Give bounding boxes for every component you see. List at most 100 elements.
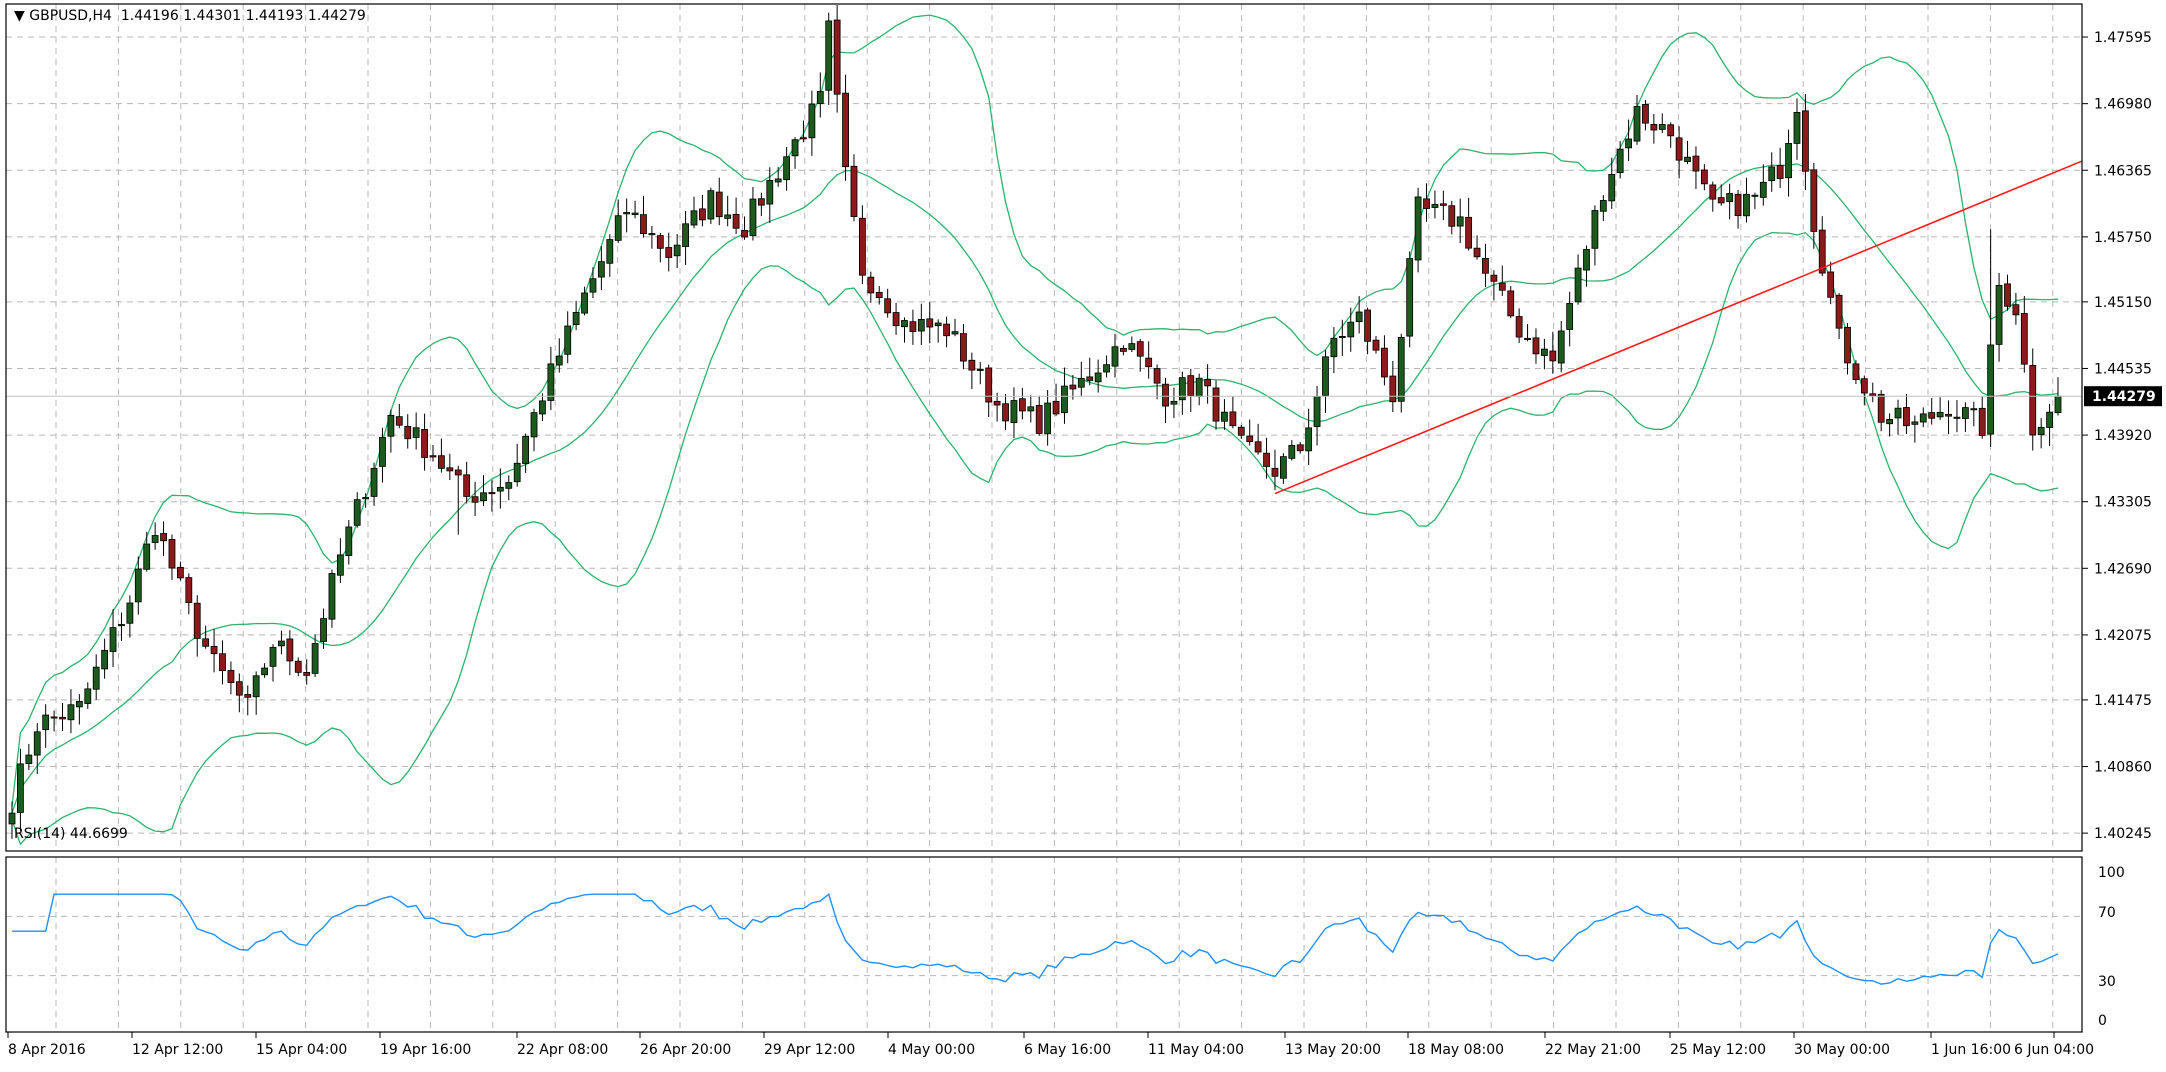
dropdown-triangle-icon[interactable]: ▼: [14, 8, 25, 24]
candle-bull: [1061, 385, 1068, 414]
main-grid: [6, 4, 2082, 851]
candle-bear: [1069, 384, 1077, 390]
candle-bull: [1044, 402, 1052, 435]
candle-bear: [235, 681, 243, 696]
candle-bull: [1330, 337, 1338, 358]
current-price-tag: [2084, 386, 2162, 407]
candle-bear: [842, 92, 849, 168]
candle-bull: [336, 554, 344, 576]
candle-bull: [547, 363, 555, 401]
candle-bear: [1717, 197, 1725, 204]
rsi-header: RSI(14) 44.6699: [14, 826, 128, 842]
candle-bull: [1111, 346, 1119, 367]
candle-bull: [1768, 166, 1776, 182]
candle-bear: [286, 638, 294, 662]
candle-bull: [614, 215, 622, 241]
candle-bull: [328, 573, 336, 620]
rsi-tick-label: 30: [2098, 974, 2116, 990]
candle-bear: [732, 213, 740, 229]
candle-bull: [311, 643, 319, 674]
candle-bear: [867, 276, 875, 294]
candle-bear: [985, 367, 993, 403]
price-tick-label: 1.42075: [2094, 628, 2152, 644]
candle-bear: [294, 660, 302, 673]
candle-bear: [1162, 383, 1169, 407]
candle-bear: [2004, 283, 2011, 307]
candle-bull: [1953, 416, 1961, 419]
candle-bear: [1052, 401, 1060, 415]
candle-bull: [109, 627, 117, 652]
time-tick-label: 15 Apr 04:00: [256, 1042, 347, 1058]
candle-bear: [202, 638, 210, 647]
candles: [8, 4, 2062, 839]
candle-bull: [1557, 330, 1565, 364]
candle-bear: [850, 165, 858, 217]
candle-bull: [1583, 249, 1590, 271]
candle-bear: [968, 359, 976, 371]
candle-bull: [25, 754, 33, 765]
candle-bull: [774, 178, 782, 183]
candle-bull: [1658, 124, 1666, 130]
trendline-segment[interactable]: [1274, 160, 2083, 495]
candle-bull: [92, 666, 100, 690]
candle-bear: [488, 492, 496, 495]
current-price-label: 1.44279: [2092, 389, 2156, 405]
candle-bear: [1675, 137, 1683, 161]
candle-bull: [690, 210, 698, 226]
candle-bull: [1010, 400, 1018, 424]
price-tick-label: 1.40245: [2094, 826, 2152, 842]
candle-bull: [1743, 193, 1750, 217]
candle-bull: [673, 244, 681, 257]
candle-bull: [2046, 411, 2053, 428]
candle-bear: [244, 694, 252, 698]
candle-bull: [1313, 395, 1321, 427]
price-tick-label: 1.44535: [2094, 361, 2152, 377]
candle-bull: [1970, 408, 1978, 411]
candle-bull: [1279, 456, 1287, 479]
price-tick-label: 1.45150: [2094, 295, 2152, 311]
candle-bull: [1911, 421, 1919, 425]
candle-bull: [1347, 321, 1355, 338]
candle-bear: [1448, 205, 1456, 227]
candle-bear: [1549, 350, 1557, 362]
candle-bull: [631, 212, 639, 216]
candle-bear: [1423, 198, 1430, 209]
bollinger-bands: [11, 14, 2059, 846]
bollinger-lower: [11, 231, 2059, 846]
candle-bull: [261, 667, 268, 676]
candle-bull: [1431, 204, 1439, 208]
rsi-tick-label: 0: [2098, 1013, 2107, 1029]
time-tick-label: 25 May 12:00: [1670, 1042, 1766, 1058]
candle-bull: [379, 437, 386, 467]
candle-bear: [454, 469, 462, 476]
candle-bull: [1027, 406, 1035, 412]
candle-bull: [572, 312, 580, 326]
candle-bull: [412, 427, 420, 438]
candle-bull: [345, 526, 353, 556]
candle-bull: [1540, 348, 1548, 356]
candle-bear: [1835, 294, 1843, 329]
time-tick-label: 8 Apr 2016: [8, 1042, 86, 1058]
candle-bull: [808, 103, 816, 139]
price-tick-label: 1.46365: [2094, 163, 2152, 179]
candle-bull: [1094, 372, 1102, 383]
candle-bull: [1170, 400, 1178, 405]
candle-bear: [1903, 407, 1910, 427]
candle-bull: [648, 233, 656, 236]
candle-bear: [1810, 169, 1818, 232]
candle-bear: [640, 214, 647, 234]
candle-bull: [951, 331, 959, 335]
candle-bear: [1709, 184, 1717, 200]
candle-bear: [884, 298, 892, 314]
candle-bear: [1482, 258, 1489, 274]
candle-bear: [1928, 412, 1936, 419]
candle-bear: [404, 425, 412, 440]
candle-bull: [1397, 337, 1405, 402]
candle-bear: [1002, 403, 1009, 422]
trendline[interactable]: [1274, 160, 2083, 495]
candle-bull: [589, 278, 597, 293]
candle-bear: [993, 400, 1001, 406]
candle-bull: [75, 700, 83, 708]
price-axis: 1.47595 1.46980 1.46365 1.45750 1.45150 1.445…: [2082, 30, 2162, 842]
